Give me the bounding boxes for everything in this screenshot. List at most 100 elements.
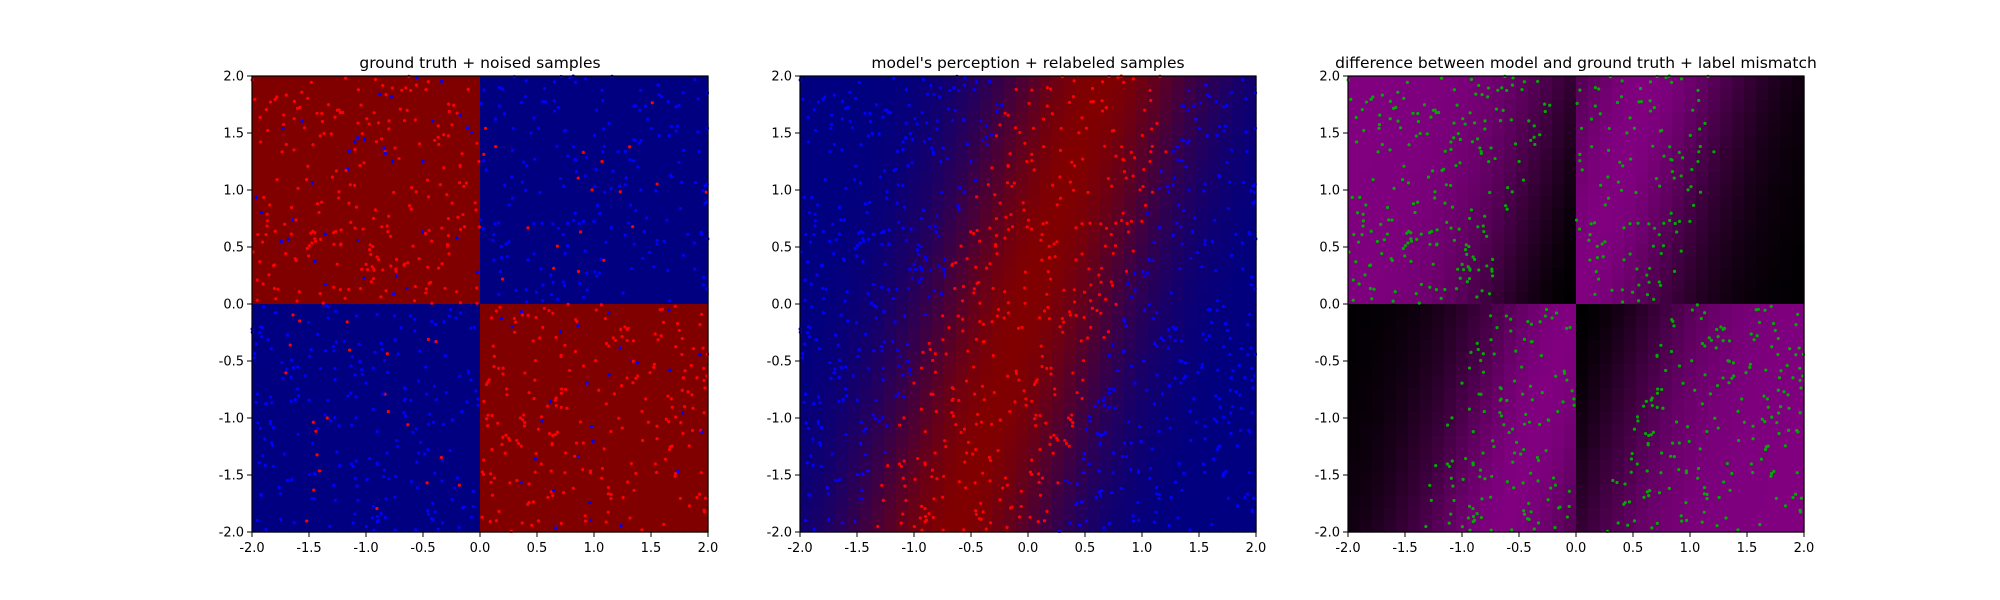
- heatmap-cell: [552, 340, 565, 353]
- heatmap-cell: [1136, 208, 1149, 221]
- heatmap-cell: [552, 460, 565, 473]
- heatmap-cell: [944, 424, 957, 437]
- heatmap-cell: [1064, 400, 1077, 413]
- heatmap-cell: [660, 352, 673, 365]
- heatmap-cell: [824, 316, 837, 329]
- heatmap-cell: [1208, 244, 1221, 257]
- sample-point: [1122, 441, 1127, 445]
- sample-point: [1140, 133, 1144, 137]
- sample-point: [1084, 126, 1089, 130]
- sample-point: [812, 402, 816, 406]
- sample-point: [640, 409, 644, 413]
- sample-point: [670, 405, 674, 409]
- sample-point: [394, 274, 399, 278]
- heatmap-cell: [456, 352, 469, 365]
- heatmap-cell: [836, 520, 849, 533]
- heatmap-cell: [396, 448, 409, 461]
- heatmap-cell: [444, 328, 457, 341]
- heatmap-cell: [1112, 160, 1125, 173]
- heatmap-cell: [516, 376, 529, 389]
- sample-point: [458, 374, 462, 378]
- heatmap-cell: [276, 304, 289, 317]
- heatmap-cell: [300, 268, 313, 281]
- heatmap-cell: [848, 256, 861, 269]
- heatmap-cell: [944, 208, 957, 221]
- sample-point: [371, 276, 376, 281]
- sample-point: [413, 284, 417, 289]
- heatmap-cell: [944, 244, 957, 257]
- heatmap-cell: [396, 244, 409, 257]
- sample-point: [1190, 230, 1194, 234]
- x-tick-label: 0.5: [1075, 541, 1096, 556]
- sample-point: [1021, 201, 1025, 205]
- sample-point: [1250, 411, 1254, 415]
- sample-point: [372, 111, 376, 115]
- heatmap-cell: [824, 496, 837, 509]
- sample-point: [801, 352, 805, 356]
- heatmap-cell: [324, 136, 337, 149]
- heatmap-cell: [1208, 220, 1221, 233]
- heatmap-cell: [444, 256, 457, 269]
- heatmap-cell: [848, 508, 861, 521]
- heatmap-cell: [420, 364, 433, 377]
- heatmap-cell: [1232, 256, 1245, 269]
- heatmap-cell: [1136, 172, 1149, 185]
- sample-point: [913, 477, 917, 481]
- heatmap-cell: [396, 280, 409, 293]
- heatmap-cell: [896, 388, 909, 401]
- heatmap-cell: [980, 352, 993, 365]
- heatmap-cell: [360, 172, 373, 185]
- sample-point: [840, 148, 844, 152]
- heatmap-cell: [516, 400, 529, 413]
- sample-point: [585, 288, 589, 292]
- heatmap-cell: [1480, 76, 1493, 89]
- sample-point: [430, 239, 434, 243]
- heatmap-cell: [860, 436, 873, 449]
- heatmap-cell: [324, 76, 337, 89]
- heatmap-cell: [896, 328, 909, 341]
- heatmap-cell: [884, 484, 897, 497]
- sample-point: [1110, 184, 1114, 188]
- sample-point: [460, 409, 464, 414]
- sample-point: [461, 212, 465, 217]
- heatmap-cell: [468, 268, 481, 281]
- heatmap-cell: [1184, 520, 1197, 533]
- sample-point: [314, 429, 318, 433]
- sample-point: [556, 226, 561, 230]
- sample-point: [1098, 441, 1102, 446]
- sample-point: [692, 347, 696, 351]
- sample-point: [938, 86, 943, 90]
- sample-point: [1126, 420, 1131, 424]
- heatmap-cell: [564, 460, 577, 473]
- sample-point: [965, 257, 969, 261]
- sample-point: [534, 290, 539, 294]
- sample-point: [839, 313, 843, 317]
- sample-point: [1073, 164, 1077, 168]
- sample-point: [312, 488, 316, 492]
- sample-point: [631, 339, 636, 343]
- heatmap-cell: [360, 280, 373, 293]
- sample-point: [1215, 420, 1219, 424]
- heatmap-cell: [324, 244, 337, 257]
- sample-point: [438, 183, 442, 187]
- heatmap-cell: [576, 100, 589, 113]
- heatmap-cell: [968, 352, 981, 365]
- sample-point: [1111, 251, 1115, 256]
- sample-point: [609, 429, 613, 434]
- sample-point: [818, 401, 822, 405]
- heatmap-cell: [648, 268, 661, 281]
- heatmap-cell: [1124, 124, 1137, 137]
- sample-point: [1051, 183, 1055, 187]
- heatmap-cell: [696, 124, 709, 137]
- heatmap-cell: [1184, 436, 1197, 449]
- heatmap-cell: [348, 352, 361, 365]
- sample-point: [1067, 480, 1071, 485]
- sample-point: [1053, 255, 1057, 259]
- heatmap-cell: [800, 448, 813, 461]
- heatmap-cell: [324, 256, 337, 269]
- heatmap-cell: [860, 208, 873, 221]
- sample-point: [1019, 489, 1023, 493]
- sample-point: [1147, 257, 1151, 261]
- heatmap-cell: [576, 244, 589, 257]
- heatmap-cell: [324, 376, 337, 389]
